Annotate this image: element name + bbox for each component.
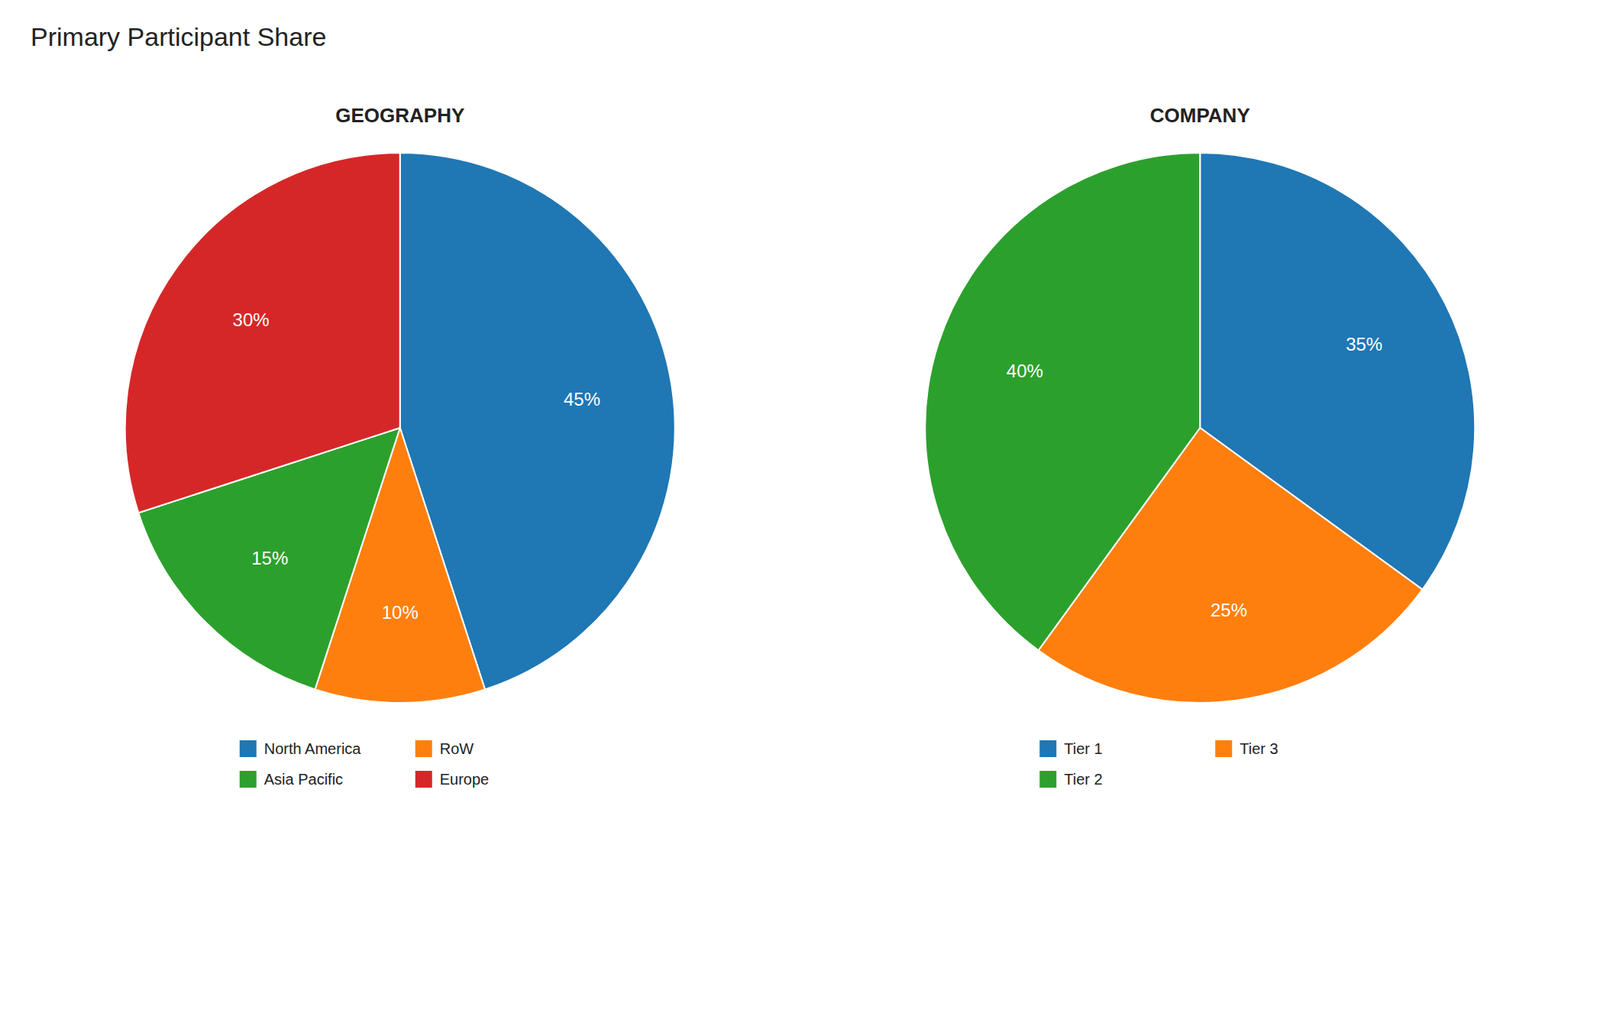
slices — [924, 152, 1475, 703]
legend-label: Asia Pacific — [264, 770, 343, 788]
slices — [125, 152, 676, 703]
data-labels: 35% 25% 40% — [1006, 333, 1383, 621]
legend-item: Tier 3 — [1215, 740, 1278, 757]
legend-swatch — [239, 740, 257, 757]
legend-item: Europe — [415, 770, 490, 788]
data-label: 40% — [1006, 360, 1044, 382]
data-label: 30% — [232, 309, 270, 330]
legend-swatch — [1039, 740, 1057, 757]
data-labels: 45% 10% 15% 30% — [232, 309, 601, 623]
legend-swatch — [1039, 770, 1057, 788]
pie-chart: GEOGRAPHY 45% 10% 15% 30% North America RoW Asi… — [125, 103, 676, 788]
chart-title: COMPANY — [1150, 103, 1251, 127]
legend-item: Tier 2 — [1039, 770, 1103, 788]
legend-label: North America — [264, 740, 363, 757]
legend-label: Tier 2 — [1063, 770, 1103, 788]
data-label: 10% — [381, 601, 419, 623]
legend-item: RoW — [415, 740, 475, 757]
legend-swatch — [415, 740, 433, 757]
chart-root: Primary Participant Share GEOGRAPHY 45% 10%… — [0, 0, 1600, 1026]
pie-slice — [125, 152, 401, 513]
legend-item: Asia Pacific — [239, 770, 343, 788]
data-label: 35% — [1345, 333, 1383, 355]
legend-swatch — [239, 770, 257, 788]
legend-label: Europe — [439, 770, 490, 788]
legend-swatch — [415, 770, 433, 788]
legend: Tier 1 Tier 3 Tier 2 — [1039, 740, 1278, 788]
legend-swatch — [1215, 740, 1232, 757]
legend: North America RoW Asia Pacific Europe — [239, 740, 490, 788]
legend-item: North America — [239, 740, 363, 757]
figure-title: Primary Participant Share — [30, 22, 327, 52]
data-label: 25% — [1210, 599, 1248, 621]
legend-label: Tier 3 — [1239, 740, 1278, 757]
pie-chart: COMPANY 35% 25% 40% Tier 1 Tier 3 Tier 2 — [924, 103, 1475, 788]
legend-label: Tier 1 — [1063, 740, 1103, 757]
data-label: 45% — [563, 388, 601, 410]
legend-label: RoW — [439, 740, 475, 757]
legend-item: Tier 1 — [1039, 740, 1103, 757]
pie-slice — [924, 152, 1200, 650]
data-label: 15% — [251, 547, 288, 569]
chart-title: GEOGRAPHY — [335, 103, 465, 127]
